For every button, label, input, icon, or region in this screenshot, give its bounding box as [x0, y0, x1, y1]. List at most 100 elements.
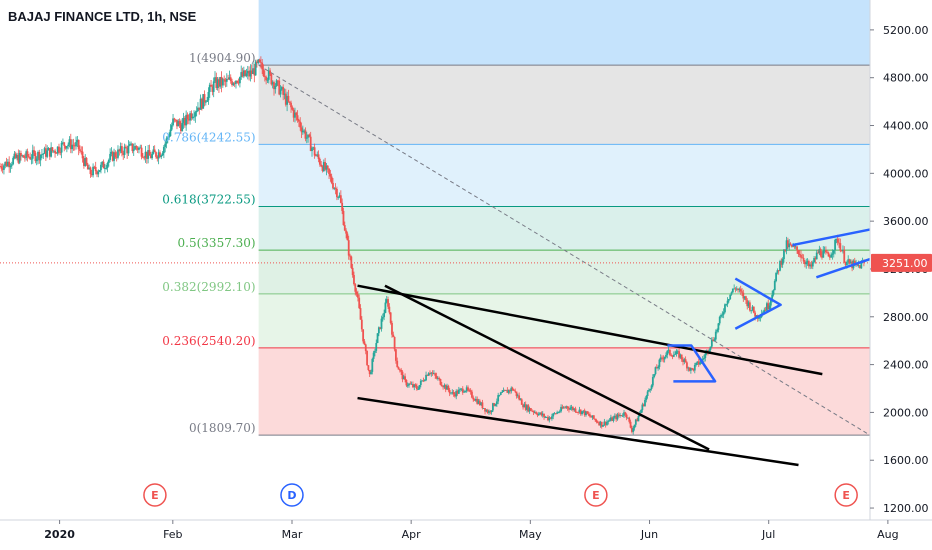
- candle-body: [355, 291, 358, 295]
- candle-body: [439, 379, 442, 385]
- candle-body: [227, 78, 230, 80]
- candle-body: [393, 336, 396, 350]
- candle-body: [59, 152, 62, 153]
- candle-body: [261, 62, 264, 70]
- candle-body: [254, 61, 257, 76]
- candle-body: [18, 153, 21, 163]
- fib-level-label: 0.5(3357.30): [178, 236, 256, 250]
- candle-body: [745, 296, 747, 301]
- user-drawings[interactable]: [357, 227, 877, 467]
- candle-body: [447, 385, 450, 391]
- candle-body: [12, 157, 15, 165]
- candle-body: [37, 151, 39, 159]
- candle-body: [313, 147, 316, 156]
- candle-body: [30, 158, 33, 160]
- time-tick-label: May: [519, 528, 542, 541]
- candle-body: [172, 118, 174, 126]
- candle-body: [746, 300, 749, 307]
- candle-body: [288, 101, 291, 103]
- candle-body: [42, 153, 45, 155]
- candle-body: [763, 309, 766, 313]
- candle-body: [615, 415, 618, 420]
- candle-body: [613, 415, 616, 418]
- event-badge[interactable]: [143, 483, 167, 507]
- pattern-line-3[interactable]: [815, 255, 877, 279]
- candle-body: [29, 156, 32, 160]
- candle-body: [384, 302, 387, 313]
- candle-body: [300, 127, 303, 133]
- trendline-0[interactable]: [357, 284, 823, 376]
- chart-title: BAJAJ FINANCE LTD, 1h, NSE: [8, 9, 197, 24]
- candle-body: [149, 155, 152, 159]
- candle-body: [465, 387, 468, 391]
- candle-body: [553, 413, 556, 415]
- candle-body: [545, 416, 548, 418]
- candle-body: [367, 365, 370, 371]
- trendline-2[interactable]: [357, 396, 799, 467]
- event-badge[interactable]: [584, 483, 608, 507]
- candle-body: [333, 188, 336, 189]
- candle-body: [518, 395, 521, 400]
- fib-level-label: 1(4904.90): [189, 51, 256, 65]
- price-tick-label: 2400.00: [883, 359, 929, 372]
- candle-body: [237, 82, 240, 84]
- candle-body: [769, 298, 772, 306]
- candle-body: [457, 389, 460, 394]
- candle-body: [779, 261, 781, 271]
- candle-body: [198, 107, 201, 110]
- candle-body: [853, 260, 856, 264]
- candle-body: [654, 367, 657, 375]
- candle-body: [602, 425, 604, 427]
- price-tick-label: 1200.00: [883, 502, 929, 515]
- candle-body: [387, 299, 389, 307]
- candle-body: [434, 373, 437, 376]
- pattern-line-0[interactable]: [667, 344, 717, 383]
- candle-body: [6, 161, 9, 167]
- candle-body: [633, 424, 636, 429]
- candle-body: [520, 399, 523, 405]
- candle-body: [663, 356, 666, 360]
- fib-band-5: [258, 293, 870, 348]
- candle-body: [392, 334, 395, 337]
- candle-body: [587, 413, 590, 415]
- event-badge[interactable]: [280, 483, 304, 507]
- candle-body: [22, 155, 25, 158]
- candle-body: [110, 151, 113, 154]
- candle-body: [688, 367, 691, 371]
- candle-body: [549, 417, 552, 419]
- candle-body: [737, 288, 739, 291]
- candle-body: [637, 416, 640, 422]
- candle-body: [692, 368, 695, 371]
- candle-body: [136, 147, 139, 150]
- candle-body: [329, 173, 332, 177]
- price-tick-label: 3600.00: [883, 215, 929, 228]
- candle-body: [671, 355, 674, 357]
- candle-body: [164, 143, 167, 147]
- candle-body: [305, 137, 308, 139]
- candle-body: [560, 406, 562, 412]
- candle-body: [430, 372, 433, 374]
- candle-body: [115, 156, 118, 158]
- trendline-1[interactable]: [384, 284, 710, 451]
- candle-body: [680, 354, 683, 360]
- candle-body: [528, 408, 531, 412]
- time-axis-bg: [0, 520, 932, 550]
- event-badge[interactable]: [834, 483, 858, 507]
- candle-body: [552, 413, 555, 417]
- candle-body: [5, 161, 8, 167]
- candle-body: [608, 420, 611, 422]
- pattern-line-2[interactable]: [792, 227, 877, 247]
- pattern-line-1[interactable]: [734, 277, 782, 330]
- fibonacci-labels: 1(4904.90) 0.786(4242.55) 0.618(3722.55) 0.…: [162, 51, 255, 435]
- candle-body: [98, 170, 101, 172]
- candle-body: [672, 354, 675, 357]
- candle-body: [703, 358, 705, 360]
- candle-body: [33, 150, 35, 153]
- candle-body: [406, 385, 409, 387]
- candle-body: [419, 380, 422, 386]
- candle-body: [471, 391, 473, 398]
- candle-body: [823, 250, 826, 252]
- candle-body: [600, 421, 603, 427]
